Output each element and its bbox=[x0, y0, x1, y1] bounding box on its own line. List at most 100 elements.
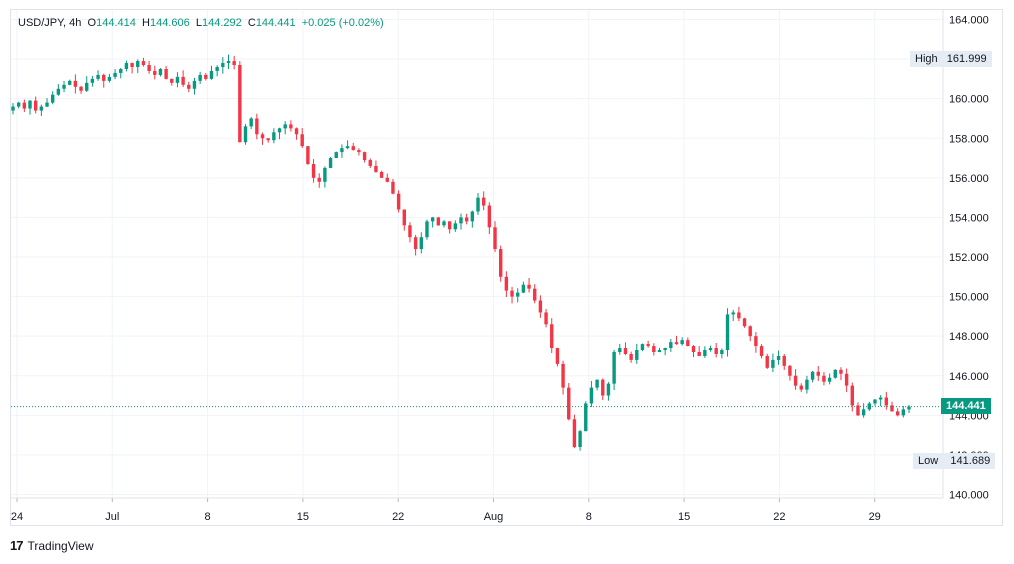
candle[interactable] bbox=[754, 332, 758, 353]
candle[interactable] bbox=[578, 429, 582, 451]
candle[interactable] bbox=[436, 216, 441, 226]
candle[interactable] bbox=[204, 73, 208, 81]
candle[interactable] bbox=[130, 62, 134, 74]
candle[interactable] bbox=[402, 209, 406, 231]
candle[interactable] bbox=[827, 373, 832, 385]
candle[interactable] bbox=[720, 348, 724, 359]
candle[interactable] bbox=[323, 166, 327, 188]
candle[interactable] bbox=[85, 76, 89, 93]
candle[interactable] bbox=[799, 383, 803, 392]
candle[interactable] bbox=[464, 213, 469, 225]
candle[interactable] bbox=[306, 145, 310, 166]
candle[interactable] bbox=[731, 309, 735, 321]
candle[interactable] bbox=[550, 318, 554, 354]
candle[interactable] bbox=[243, 124, 248, 145]
candle[interactable] bbox=[748, 325, 752, 342]
candle[interactable] bbox=[153, 65, 157, 80]
candle[interactable] bbox=[391, 178, 395, 195]
candle[interactable] bbox=[107, 73, 112, 83]
candle[interactable] bbox=[368, 158, 372, 169]
candle[interactable] bbox=[311, 159, 316, 183]
candle[interactable] bbox=[147, 60, 151, 74]
candle[interactable] bbox=[776, 350, 781, 365]
candle[interactable] bbox=[612, 349, 616, 390]
candle[interactable] bbox=[516, 288, 520, 303]
candle[interactable] bbox=[33, 96, 38, 114]
candle[interactable] bbox=[351, 142, 355, 151]
candle[interactable] bbox=[170, 78, 174, 86]
candle[interactable] bbox=[487, 202, 492, 235]
candle[interactable] bbox=[697, 346, 701, 357]
candle[interactable] bbox=[447, 221, 452, 234]
candle[interactable] bbox=[714, 342, 718, 358]
candle[interactable] bbox=[141, 57, 146, 67]
candle[interactable] bbox=[362, 151, 367, 163]
candle[interactable] bbox=[442, 220, 446, 228]
candle[interactable] bbox=[453, 220, 458, 232]
candle[interactable] bbox=[56, 84, 61, 96]
candle[interactable] bbox=[413, 234, 418, 256]
candle[interactable] bbox=[669, 338, 673, 352]
candle[interactable] bbox=[90, 75, 95, 87]
candle[interactable] bbox=[833, 369, 837, 379]
candle[interactable] bbox=[260, 132, 265, 145]
candle[interactable] bbox=[850, 382, 854, 412]
candle[interactable] bbox=[810, 370, 815, 383]
candle[interactable] bbox=[640, 343, 645, 352]
candle[interactable] bbox=[895, 408, 900, 417]
candle[interactable] bbox=[102, 73, 106, 88]
candle[interactable] bbox=[623, 342, 628, 356]
candle[interactable] bbox=[493, 221, 497, 252]
candle[interactable] bbox=[374, 160, 378, 173]
candle[interactable] bbox=[470, 210, 475, 228]
candle[interactable] bbox=[289, 120, 293, 132]
candle[interactable] bbox=[425, 219, 429, 240]
candle[interactable] bbox=[759, 344, 764, 359]
candle[interactable] bbox=[68, 79, 72, 86]
candle[interactable] bbox=[158, 68, 163, 77]
candle[interactable] bbox=[11, 103, 15, 115]
candle[interactable] bbox=[334, 151, 338, 159]
candle[interactable] bbox=[79, 85, 83, 94]
candle[interactable] bbox=[680, 337, 684, 346]
candle[interactable] bbox=[272, 128, 276, 144]
candle[interactable] bbox=[277, 127, 282, 140]
candle[interactable] bbox=[255, 113, 259, 140]
candle[interactable] bbox=[16, 101, 21, 109]
candle[interactable] bbox=[844, 368, 849, 393]
candle[interactable] bbox=[28, 100, 32, 115]
candle[interactable] bbox=[856, 402, 860, 416]
candle[interactable] bbox=[175, 72, 180, 88]
candle[interactable] bbox=[725, 308, 730, 357]
candle[interactable] bbox=[544, 308, 548, 328]
candle[interactable] bbox=[379, 170, 384, 178]
candle[interactable] bbox=[822, 372, 826, 386]
candle[interactable] bbox=[232, 55, 236, 70]
candle[interactable] bbox=[572, 414, 577, 449]
candle[interactable] bbox=[22, 99, 27, 113]
candle[interactable] bbox=[635, 343, 639, 364]
candle[interactable] bbox=[629, 351, 633, 363]
candle[interactable] bbox=[357, 148, 361, 156]
candle[interactable] bbox=[884, 391, 889, 410]
candle[interactable] bbox=[300, 128, 304, 148]
candle[interactable] bbox=[328, 156, 333, 169]
candle[interactable] bbox=[113, 69, 117, 80]
candle[interactable] bbox=[39, 104, 44, 116]
candle[interactable] bbox=[249, 116, 253, 130]
candle[interactable] bbox=[555, 347, 560, 367]
candle[interactable] bbox=[50, 91, 55, 105]
candle[interactable] bbox=[782, 354, 786, 370]
candle[interactable] bbox=[788, 364, 792, 381]
candle[interactable] bbox=[164, 65, 168, 80]
candle[interactable] bbox=[691, 345, 696, 358]
candle[interactable] bbox=[861, 403, 866, 418]
candle[interactable] bbox=[521, 281, 526, 294]
candle[interactable] bbox=[408, 222, 412, 243]
candle[interactable] bbox=[674, 335, 679, 345]
candle[interactable] bbox=[481, 191, 486, 211]
candle[interactable] bbox=[430, 216, 435, 228]
candle[interactable] bbox=[498, 245, 503, 282]
candle[interactable] bbox=[533, 284, 537, 304]
candle[interactable] bbox=[771, 353, 775, 373]
